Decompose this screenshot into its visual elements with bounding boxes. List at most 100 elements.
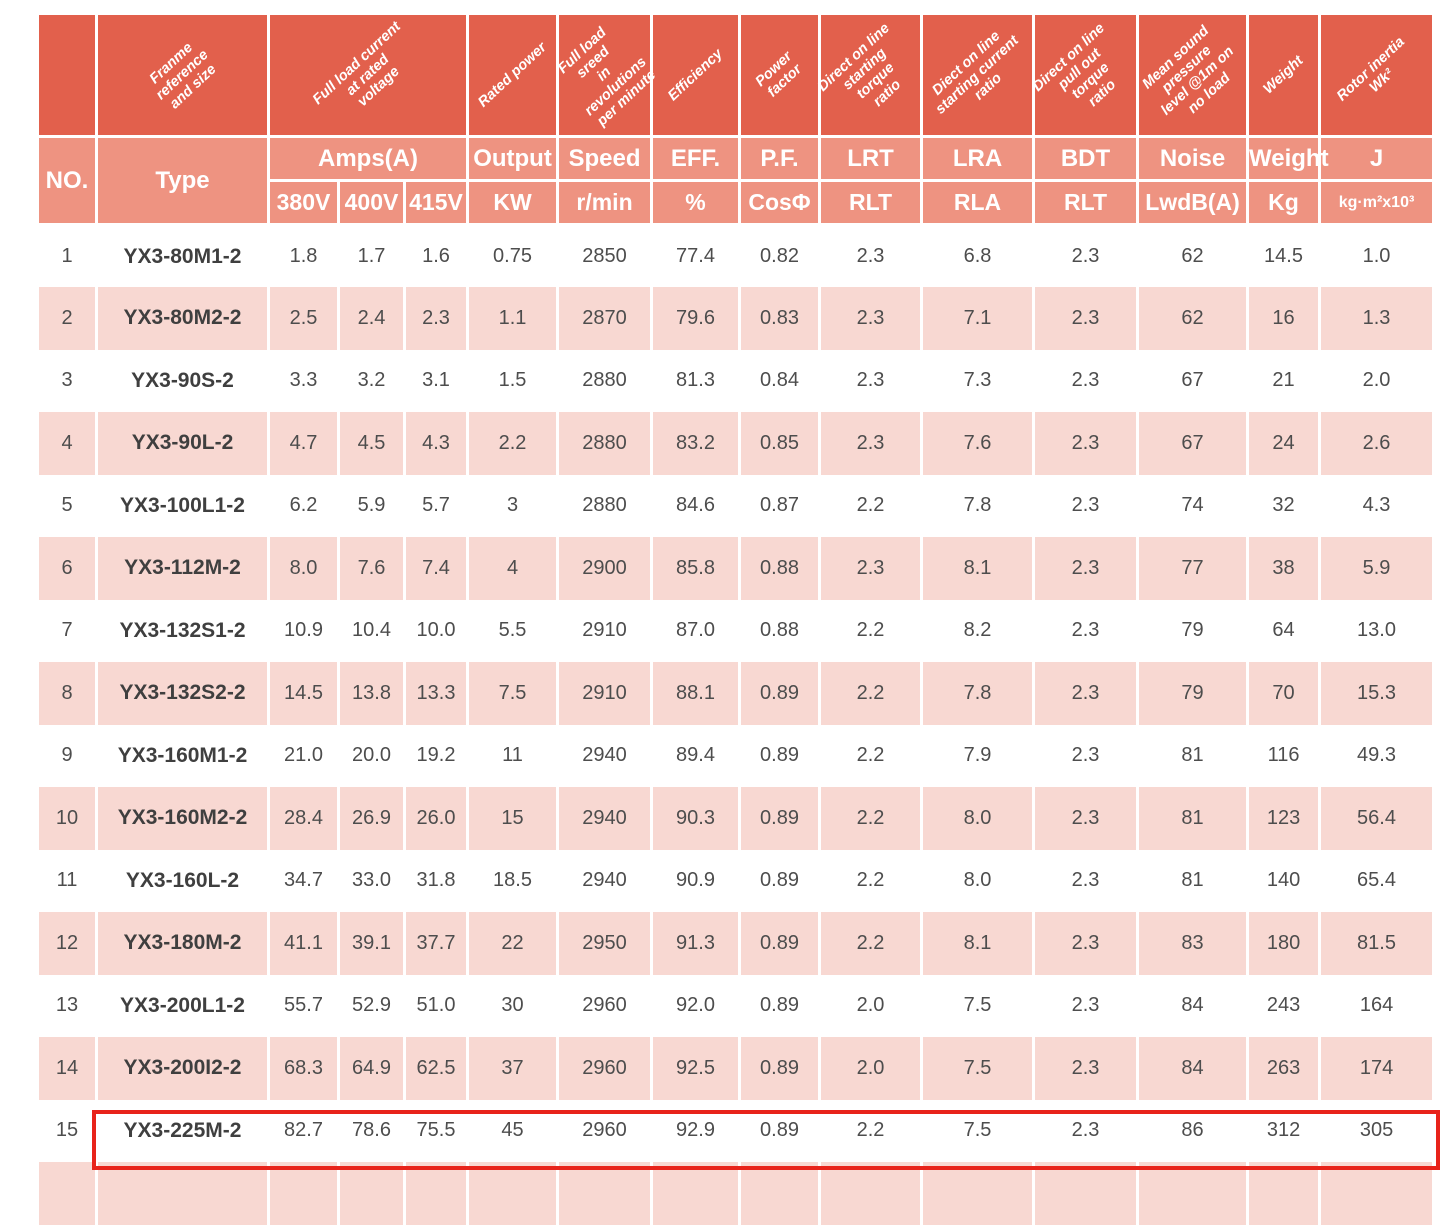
table-row: 12 YX3-180M-2 41.1 39.1 37.7 22 2950 91.3 0.89 2.… — [36, 912, 1436, 975]
cell-lrt: 2.2 — [818, 474, 924, 537]
cell-type: YX3-132S2-2 — [95, 662, 270, 725]
cell-lra: 7.5 — [920, 1099, 1036, 1162]
cell-no: 14 — [36, 1037, 98, 1100]
table-row: 9 YX3-160M1-2 21.0 20.0 19.2 11 2940 89.4 0.89 2.… — [36, 724, 1436, 787]
cell-weight-kg: 116 — [1246, 724, 1322, 787]
cell-pf-cos: 0.89 — [738, 662, 822, 725]
col-header-weight: Weight — [1246, 135, 1329, 182]
header-sound-pressure: Mean sound pressure level @1m on no load — [1136, 12, 1250, 138]
cell-inertia-j: 65.4 — [1318, 849, 1436, 912]
table-row: 13 YX3-200L1-2 55.7 52.9 51.0 30 2960 92.0 0.89 2… — [36, 974, 1436, 1037]
cell-weight-kg: 24 — [1246, 412, 1322, 475]
cell-lra: 8.0 — [920, 787, 1036, 850]
cell-eff-pct: 81.3 — [650, 349, 742, 412]
cell-weight-kg: 140 — [1246, 849, 1322, 912]
cell-amps-380v: 68.3 — [267, 1037, 340, 1100]
cell-no: 10 — [36, 787, 98, 850]
cell-inertia-j: 56.4 — [1318, 787, 1436, 850]
cell-inertia-j: 174 — [1318, 1037, 1436, 1100]
cell-lra: 7.1 — [920, 287, 1036, 350]
cell-no: 1 — [36, 224, 98, 287]
cell-amps-400v: 3.2 — [337, 349, 406, 412]
cell-no: 4 — [36, 412, 98, 475]
cell-lra: 6.8 — [920, 224, 1036, 287]
table-row: 4 YX3-90L-2 4.7 4.5 4.3 2.2 2880 83.2 0.85 2.3 7.6… — [36, 412, 1436, 475]
header-efficiency: Efficiency — [650, 12, 742, 138]
cell-lrt: 2.3 — [818, 412, 924, 475]
cell-weight-kg — [1246, 1162, 1322, 1225]
cell-amps-380v: 2.5 — [267, 287, 340, 350]
cell-lrt: 2.2 — [818, 912, 924, 975]
cell-weight-kg: 312 — [1246, 1099, 1322, 1162]
cell-inertia-j: 164 — [1318, 974, 1436, 1037]
cell-amps-380v: 10.9 — [267, 599, 340, 662]
cell-no: 11 — [36, 849, 98, 912]
cell-speed-rpm: 2870 — [556, 287, 654, 350]
cell-weight-kg: 16 — [1246, 287, 1322, 350]
cell-amps-400v: 1.7 — [337, 224, 406, 287]
cell-amps-415v: 5.7 — [402, 474, 470, 537]
cell-amps-380v: 34.7 — [267, 849, 340, 912]
cell-no — [36, 1162, 98, 1225]
diagonal-header-row: Franme reference and size Full load curr… — [36, 12, 1436, 138]
cell-amps-380v: 55.7 — [267, 974, 340, 1037]
cell-noise: 79 — [1136, 662, 1250, 725]
cell-no: 8 — [36, 662, 98, 725]
cell-weight-kg: 64 — [1246, 599, 1322, 662]
cell-lra: 8.0 — [920, 849, 1036, 912]
cell-type: YX3-180M-2 — [95, 912, 270, 975]
cell-speed-rpm: 2960 — [556, 974, 654, 1037]
col-header-lrt: LRT — [818, 135, 924, 182]
cell-amps-380v: 4.7 — [267, 412, 340, 475]
cell-lrt: 2.3 — [818, 537, 924, 600]
cell-amps-400v: 7.6 — [337, 537, 406, 600]
cell-eff-pct: 91.3 — [650, 912, 742, 975]
cell-lra: 7.6 — [920, 412, 1036, 475]
table-row: 8 YX3-132S2-2 14.5 13.8 13.3 7.5 2910 88.1 0.89 2… — [36, 662, 1436, 725]
cell-speed-rpm: 2940 — [556, 849, 654, 912]
cell-amps-415v: 7.4 — [402, 537, 470, 600]
cell-amps-400v: 78.6 — [337, 1099, 406, 1162]
cell-noise: 74 — [1136, 474, 1250, 537]
cell-weight-kg: 123 — [1246, 787, 1322, 850]
cell-lrt: 2.2 — [818, 849, 924, 912]
cell-eff-pct — [650, 1162, 742, 1225]
cell-output-kw: 22 — [466, 912, 560, 975]
cell-lrt — [818, 1162, 924, 1225]
cell-inertia-j: 15.3 — [1318, 662, 1436, 725]
cell-bdt: 2.3 — [1032, 537, 1140, 600]
cell-lrt: 2.2 — [818, 599, 924, 662]
cell-amps-380v: 28.4 — [267, 787, 340, 850]
cell-lra: 8.2 — [920, 599, 1036, 662]
col-header-pf: P.F. — [738, 135, 822, 182]
cell-amps-400v: 4.5 — [337, 412, 406, 475]
table-row: 15 YX3-225M-2 82.7 78.6 75.5 45 2960 92.9 0.89 2.… — [36, 1099, 1436, 1162]
cell-pf-cos: 0.89 — [738, 849, 822, 912]
subheader-380v: 380V — [267, 179, 340, 226]
cell-speed-rpm: 2850 — [556, 224, 654, 287]
cell-lrt: 2.3 — [818, 224, 924, 287]
cell-output-kw: 30 — [466, 974, 560, 1037]
cell-amps-415v: 2.3 — [402, 287, 470, 350]
cell-amps-400v: 26.9 — [337, 787, 406, 850]
subheader-415v: 415V — [402, 179, 470, 226]
subheader-kgm2: kg·m²x10³ — [1318, 179, 1436, 226]
cell-speed-rpm: 2940 — [556, 724, 654, 787]
cell-bdt: 2.3 — [1032, 662, 1140, 725]
col-header-lra: LRA — [920, 135, 1036, 182]
subheader-lwdba: LwdB(A) — [1136, 179, 1250, 226]
cell-noise: 62 — [1136, 287, 1250, 350]
cell-lrt: 2.3 — [818, 287, 924, 350]
cell-weight-kg: 14.5 — [1246, 224, 1322, 287]
cell-noise: 67 — [1136, 349, 1250, 412]
cell-no: 6 — [36, 537, 98, 600]
cell-pf-cos: 0.89 — [738, 1099, 822, 1162]
header-full-load-speed: Full load sreed in revolutions per minut… — [555, 12, 659, 138]
cell-speed-rpm: 2940 — [556, 787, 654, 850]
cell-output-kw: 11 — [466, 724, 560, 787]
cell-speed-rpm — [556, 1162, 654, 1225]
cell-output-kw: 3 — [466, 474, 560, 537]
table-row: 11 YX3-160L-2 34.7 33.0 31.8 18.5 2940 90.9 0.89… — [36, 849, 1436, 912]
table-row: 10 YX3-160M2-2 28.4 26.9 26.0 15 2940 90.3 0.89 2… — [36, 787, 1436, 850]
cell-amps-415v: 13.3 — [402, 662, 470, 725]
